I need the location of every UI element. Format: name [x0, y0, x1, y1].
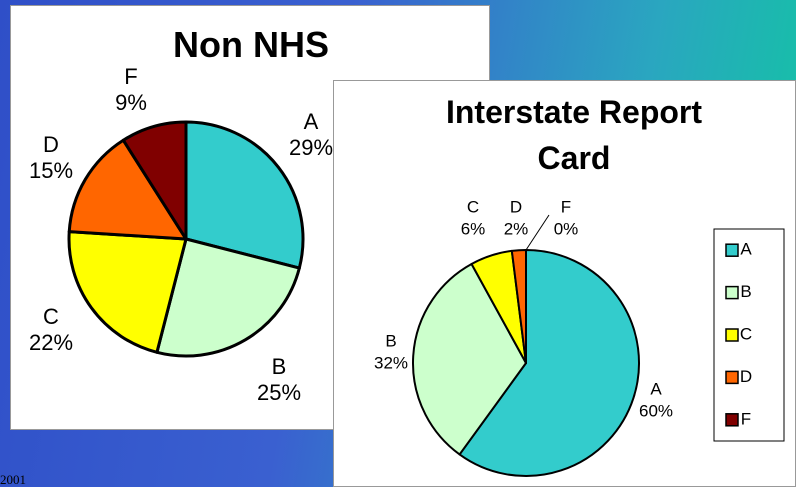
chart-title: Interstate Report Card — [445, 94, 703, 176]
legend-label: B — [740, 282, 751, 301]
slice-label: C — [467, 197, 479, 216]
slice-label: B — [385, 331, 396, 350]
panel: Interstate Report Card A 60% B 32% C 6% D 2% F 0%… — [333, 80, 796, 487]
legend-label: F — [741, 409, 751, 428]
legend-swatch — [725, 370, 739, 385]
leader-line — [525, 214, 550, 251]
slice-value-label: 32% — [374, 353, 408, 372]
chart: A 60% B 32% C 6% D 2% F 0% A B C D F — [374, 197, 785, 477]
slice-label: F — [561, 197, 571, 216]
slice-label: D — [43, 132, 59, 157]
pie-slice — [67, 138, 188, 241]
slice-value-label: 0% — [554, 219, 579, 238]
chart: A29% B25% C22% D15% F9% — [29, 64, 333, 405]
slice-label: A — [304, 109, 319, 134]
slice-value-label: 15% — [29, 158, 73, 183]
slice-value-label: 2% — [504, 219, 529, 238]
pie-slice — [155, 237, 301, 358]
footer: 2001 — [0, 472, 26, 487]
slice-value-label: 9% — [115, 90, 147, 115]
slice-label: B — [272, 354, 287, 379]
pie-slice — [412, 262, 527, 456]
legend-swatch — [725, 413, 739, 427]
slice-value-label: 22% — [29, 330, 73, 355]
legend-swatch — [725, 243, 739, 257]
chart-title: Non NHS — [173, 24, 329, 65]
slice-value-label: 25% — [257, 380, 301, 405]
pie-slice — [67, 230, 188, 354]
slice-label: A — [650, 379, 662, 398]
slice-label: F — [124, 64, 137, 89]
slice-value-label: 6% — [461, 219, 486, 238]
legend-label: C — [740, 324, 752, 343]
pie-slice — [121, 120, 188, 241]
pie-slice — [458, 249, 640, 477]
legend-swatch — [725, 328, 739, 342]
legend-label: D — [740, 367, 752, 386]
slice-label: D — [510, 197, 522, 216]
legend-swatch — [725, 285, 739, 300]
pie-slice — [184, 120, 305, 270]
slice-value-label: 60% — [639, 401, 673, 420]
slice-value-label: 29% — [289, 135, 333, 160]
slice-label: C — [43, 304, 59, 329]
legend-label: A — [740, 240, 752, 259]
